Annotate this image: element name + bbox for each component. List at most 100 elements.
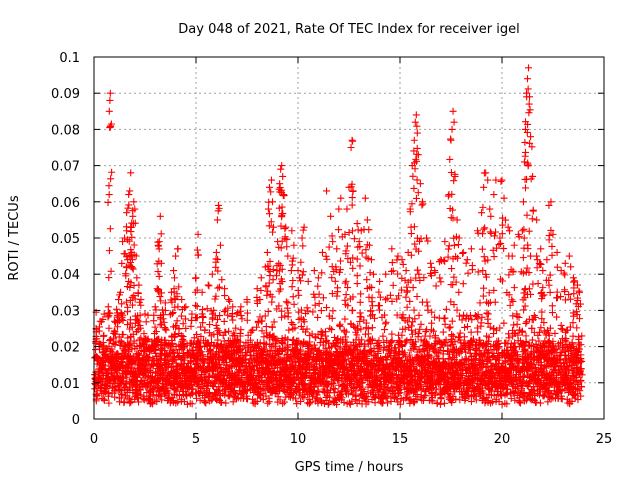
data-point <box>214 284 222 292</box>
data-point <box>323 255 331 263</box>
data-point <box>365 226 373 234</box>
data-point <box>241 356 249 364</box>
data-point <box>229 303 237 311</box>
data-point <box>105 324 113 332</box>
data-point <box>288 283 296 291</box>
data-point <box>154 379 162 387</box>
data-point <box>238 315 246 323</box>
data-point <box>204 372 212 380</box>
data-point <box>292 395 300 403</box>
data-point <box>174 398 182 406</box>
data-point <box>349 187 357 195</box>
data-point <box>107 120 115 128</box>
data-point <box>170 347 178 355</box>
data-point <box>314 274 322 282</box>
data-point <box>315 300 323 308</box>
data-point <box>130 198 138 206</box>
data-point <box>136 386 144 394</box>
data-point <box>315 290 323 298</box>
data-point <box>118 300 126 308</box>
data-point <box>174 245 182 253</box>
data-point <box>284 345 292 353</box>
data-point <box>289 277 297 285</box>
data-point <box>126 399 134 407</box>
data-point <box>218 398 226 406</box>
data-point <box>120 398 128 406</box>
data-point <box>101 364 109 372</box>
data-point <box>341 315 349 323</box>
data-point <box>289 293 297 301</box>
data-point <box>127 398 135 406</box>
data-point <box>347 144 355 151</box>
data-point <box>294 267 302 275</box>
data-point <box>199 313 207 321</box>
data-point <box>154 238 162 246</box>
data-point <box>188 400 196 408</box>
data-point <box>268 323 276 331</box>
data-point <box>253 397 261 405</box>
data-point <box>266 210 274 218</box>
data-point <box>536 328 544 336</box>
data-point <box>295 291 303 299</box>
data-point <box>211 380 219 388</box>
data-point <box>279 172 287 180</box>
data-point <box>175 392 183 400</box>
data-point <box>156 212 164 220</box>
data-point <box>135 398 143 406</box>
data-point <box>343 242 351 250</box>
data-point <box>104 198 112 206</box>
data-point <box>151 303 159 311</box>
data-point <box>333 245 341 253</box>
data-point <box>192 274 200 282</box>
data-point <box>226 297 234 305</box>
data-point <box>205 373 213 381</box>
data-point <box>199 383 207 391</box>
data-point <box>225 327 233 335</box>
data-point <box>194 230 202 238</box>
data-point <box>175 283 183 291</box>
data-point <box>257 287 265 295</box>
data-point <box>349 306 357 314</box>
data-point <box>105 274 113 282</box>
data-point <box>348 227 356 235</box>
data-point <box>318 269 326 277</box>
data-point <box>192 371 200 379</box>
data-point <box>311 301 319 309</box>
data-point <box>170 274 178 282</box>
data-point <box>157 230 165 238</box>
data-point <box>213 216 221 224</box>
data-point <box>328 326 336 334</box>
data-point <box>195 380 203 388</box>
data-point <box>310 267 318 275</box>
data-point <box>311 293 319 301</box>
data-point <box>175 352 183 360</box>
data-point <box>329 307 337 315</box>
data-point <box>106 96 114 104</box>
data-point <box>153 285 161 293</box>
data-point <box>331 277 339 285</box>
data-point <box>202 399 210 407</box>
data-point <box>146 395 154 403</box>
data-point <box>328 274 336 282</box>
data-points <box>91 64 586 408</box>
data-point <box>326 324 334 332</box>
data-point <box>204 281 212 289</box>
data-point <box>278 313 286 321</box>
data-point <box>99 332 107 340</box>
data-point <box>170 267 178 275</box>
data-point <box>191 301 199 309</box>
data-point <box>208 270 216 278</box>
data-point <box>218 276 226 284</box>
data-point <box>114 296 122 304</box>
data-point <box>279 400 287 408</box>
data-point <box>279 381 287 389</box>
data-point <box>205 282 213 290</box>
data-point <box>193 394 201 402</box>
data-point <box>175 325 183 333</box>
data-point <box>140 330 148 338</box>
data-point <box>247 348 255 356</box>
data-point <box>299 242 307 250</box>
data-point <box>265 398 273 406</box>
data-point <box>255 390 263 398</box>
data-point <box>276 396 284 404</box>
